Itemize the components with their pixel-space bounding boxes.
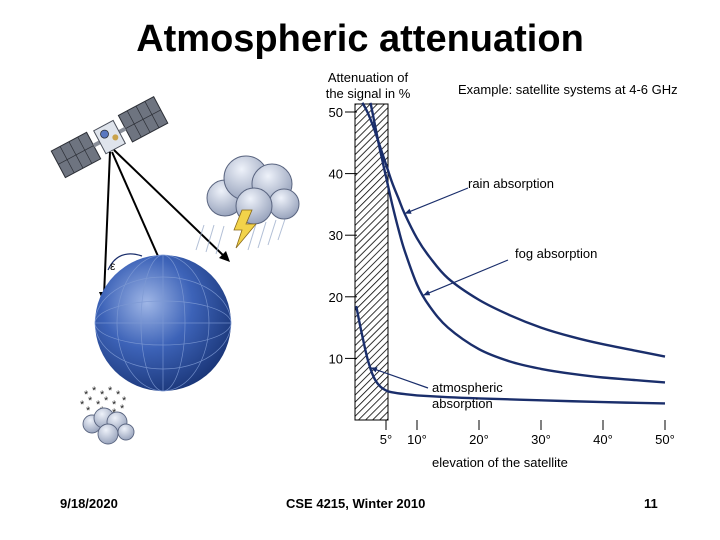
svg-text:*: * (88, 395, 93, 407)
x-tick-label: 50° (655, 432, 675, 447)
x-tick-label: 20° (469, 432, 489, 447)
svg-text:*: * (80, 399, 85, 411)
annotation-arrow (370, 367, 429, 389)
series-line-3 (355, 305, 666, 405)
svg-text:*: * (108, 385, 113, 397)
footer-course: CSE 4215, Winter 2010 (286, 496, 426, 511)
annotation-arrowhead (404, 208, 412, 214)
y-tick-label: 30 (329, 228, 343, 243)
x-tick-label: 30° (531, 432, 551, 447)
svg-text:*: * (116, 389, 121, 401)
y-axis-label: Attenuation of the signal in % (325, 70, 411, 101)
svg-text:*: * (86, 405, 91, 417)
satellite-icon (50, 95, 169, 179)
earth-globe-icon (94, 254, 232, 392)
elevation-angle-symbol: ε (110, 259, 116, 273)
annotation-arrow (404, 187, 469, 215)
annotation-label: rain absorption (468, 176, 554, 191)
elevation-angle-mark: ε (107, 253, 143, 273)
svg-text:*: * (122, 395, 127, 407)
y-tick-label: 10 (329, 351, 343, 366)
slide-title: Atmospheric attenuation (136, 18, 584, 60)
svg-text:*: * (92, 385, 97, 397)
snow-cloud-icon: *** *** *** *** *** (80, 385, 135, 445)
x-tick-label: 40° (593, 432, 613, 447)
annotation-arrowhead (423, 290, 431, 296)
y-tick-label: 50 (329, 105, 343, 120)
annotation-arrow (422, 259, 509, 296)
series-line-2 (369, 102, 666, 384)
svg-text:*: * (120, 403, 125, 415)
svg-text:*: * (104, 395, 109, 407)
series-line-1 (361, 102, 666, 358)
annotation-label: fog absorption (515, 246, 597, 261)
x-tick-label: 10° (407, 432, 427, 447)
chart-subtitle: Example: satellite systems at 4-6 GHz (458, 82, 678, 97)
y-tick-label: 20 (329, 290, 343, 305)
y-tick-label: 40 (329, 167, 343, 182)
x-axis-label: elevation of the satellite (432, 455, 568, 470)
svg-text:*: * (96, 399, 101, 411)
annotation-arrowhead (370, 367, 378, 373)
svg-text:*: * (84, 389, 89, 401)
footer-page-number: 11 (644, 496, 658, 511)
svg-text:*: * (112, 399, 117, 411)
footer-date: 9/18/2020 (60, 496, 118, 511)
svg-text:*: * (100, 389, 105, 401)
annotation-label: atmospheric absorption (432, 380, 503, 411)
x-tick-label: 5° (380, 432, 392, 447)
storm-cloud-icon (195, 155, 300, 255)
